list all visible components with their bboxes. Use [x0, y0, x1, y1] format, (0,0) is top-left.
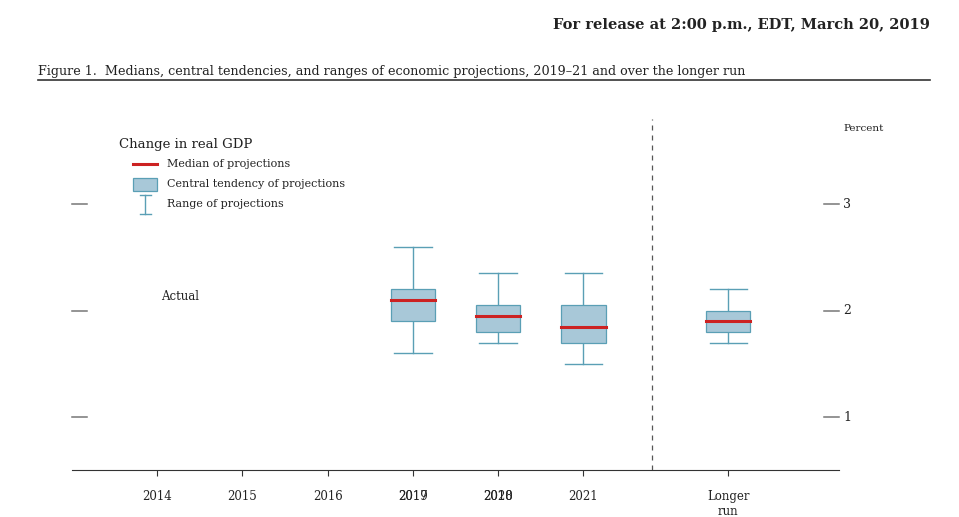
Bar	[706, 311, 751, 332]
Text: 3: 3	[843, 197, 852, 210]
Bar	[133, 177, 157, 191]
Bar	[390, 290, 435, 322]
Bar	[476, 306, 521, 332]
Text: Percent: Percent	[843, 124, 884, 133]
Text: Range of projections: Range of projections	[168, 199, 284, 209]
Text: 1: 1	[843, 410, 852, 424]
Text: For release at 2:00 p.m., EDT, March 20, 2019: For release at 2:00 p.m., EDT, March 20,…	[553, 18, 930, 32]
Text: 2017: 2017	[398, 490, 428, 503]
Text: 2020: 2020	[483, 490, 513, 503]
Text: Change in real GDP: Change in real GDP	[119, 138, 252, 151]
Text: 2019: 2019	[398, 490, 428, 503]
Bar	[561, 306, 605, 343]
Text: 2014: 2014	[142, 490, 172, 503]
Text: Median of projections: Median of projections	[168, 159, 291, 169]
Text: Longer
run: Longer run	[707, 490, 750, 517]
Text: 2: 2	[843, 304, 852, 317]
Text: 2018: 2018	[483, 490, 513, 503]
Text: 2021: 2021	[569, 490, 598, 503]
Text: 2016: 2016	[313, 490, 342, 503]
Text: Actual: Actual	[161, 291, 199, 303]
Text: Central tendency of projections: Central tendency of projections	[168, 179, 345, 189]
Text: Figure 1.  Medians, central tendencies, and ranges of economic projections, 2019: Figure 1. Medians, central tendencies, a…	[38, 65, 746, 78]
Text: 2015: 2015	[227, 490, 257, 503]
